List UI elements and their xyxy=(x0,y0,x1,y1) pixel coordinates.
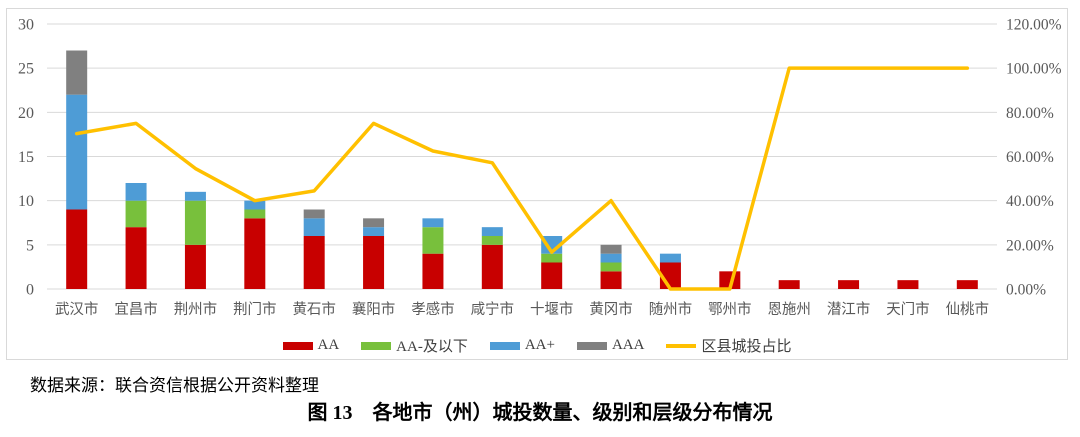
legend-bar-swatch-icon xyxy=(282,341,313,350)
x-axis-label: 天门市 xyxy=(886,301,930,318)
legend-bar-swatch-icon xyxy=(361,341,392,350)
x-axis-label: 咸宁市 xyxy=(471,301,515,318)
x-axis-label: 黄石市 xyxy=(292,301,336,318)
right-axis-tick-label: 0.00% xyxy=(1006,282,1046,299)
x-axis-label: 鄂州市 xyxy=(708,301,752,318)
bar-segment-aa-plus xyxy=(481,227,503,236)
x-axis-label: 潜江市 xyxy=(827,301,871,318)
x-axis-label: 武汉市 xyxy=(55,301,99,318)
bar-segment-aa xyxy=(600,271,622,289)
legend-item: AA xyxy=(282,337,340,354)
bar-segment-aa-plus xyxy=(363,227,385,236)
bar-segment-aa-plus xyxy=(66,94,88,210)
right-axis-tick-label: 120.00% xyxy=(1006,17,1062,34)
source-note: 数据来源：联合资信根据公开资料整理 xyxy=(30,376,319,395)
x-axis-label: 十堰市 xyxy=(530,301,574,318)
bar-segment-aa-minus-below xyxy=(600,262,622,272)
right-axis-tick-label: 100.00% xyxy=(1006,61,1062,78)
left-axis-tick-label: 5 xyxy=(26,237,34,254)
x-axis-label: 宜昌市 xyxy=(114,301,158,318)
bar-segment-aa-minus-below xyxy=(541,253,563,263)
bar-segment-aa-minus-below xyxy=(244,209,266,219)
right-axis-tick-label: 60.00% xyxy=(1006,149,1054,166)
bar-segment-aa xyxy=(778,280,800,289)
bar-segment-aaa xyxy=(303,209,325,219)
legend-item: AA-及以下 xyxy=(361,335,468,356)
bar-segment-aa-minus-below xyxy=(184,200,206,245)
legend-bar-swatch-icon xyxy=(489,341,520,350)
left-axis-tick-label: 25 xyxy=(18,61,34,78)
bar-segment-aa-plus xyxy=(184,191,206,201)
right-axis-tick-label: 20.00% xyxy=(1006,237,1054,254)
legend-label: AAA xyxy=(611,337,645,353)
chart-area: 0 0.00% 5 20.00% 10 40.00% 15 60.00% 20 80.00% 25 1… xyxy=(6,8,1068,360)
left-axis-tick-label: 10 xyxy=(18,193,34,210)
bar-segment-aa xyxy=(363,236,385,289)
legend-label: AA xyxy=(317,337,340,353)
bar-segment-aaa xyxy=(66,50,88,95)
bar-segment-aaa xyxy=(363,218,385,228)
bar-segment-aa xyxy=(897,280,919,289)
bar-segment-aa xyxy=(244,218,266,289)
x-axis-label: 随州市 xyxy=(649,301,693,318)
left-axis-tick-label: 30 xyxy=(18,17,34,34)
combo-chart: 0 0.00% 5 20.00% 10 40.00% 15 60.00% 20 80.00% 25 1… xyxy=(18,17,1062,319)
x-axis-label: 孝感市 xyxy=(411,301,455,318)
left-axis-tick-label: 0 xyxy=(26,282,34,299)
legend-item: 区县城投占比 xyxy=(666,335,791,356)
bar-segment-aa-minus-below xyxy=(422,227,444,254)
bar-segment-aa xyxy=(125,227,147,289)
bar-segment-aa-plus xyxy=(125,183,147,201)
legend-bar-swatch-icon xyxy=(576,341,607,350)
bar-segment-aa-plus xyxy=(422,218,444,228)
bar-segment-aa xyxy=(422,253,444,289)
bar-segment-aa-plus xyxy=(244,200,266,210)
bar-segment-aa xyxy=(838,280,860,289)
right-axis-tick-label: 80.00% xyxy=(1006,105,1054,122)
bar-segment-aa-minus-below xyxy=(481,236,503,245)
bar-segment-aa xyxy=(184,244,206,289)
bar-segment-aaa xyxy=(600,244,622,254)
bar-segment-aa xyxy=(66,209,88,289)
chart-legend: AA AA-及以下 AA+ AAA 区县城投占比 xyxy=(7,335,1067,356)
legend-item: AA+ xyxy=(489,337,555,354)
legend-label: AA-及以下 xyxy=(396,339,468,355)
legend-item: AAA xyxy=(576,337,645,354)
bar-segment-aa-minus-below xyxy=(125,200,147,228)
x-axis-label: 荆门市 xyxy=(233,301,277,318)
county-ratio-line xyxy=(74,66,970,291)
x-axis-label: 襄阳市 xyxy=(352,301,396,318)
bar-segment-aa xyxy=(303,236,325,289)
right-axis-tick-label: 40.00% xyxy=(1006,193,1054,210)
left-axis-tick-label: 15 xyxy=(18,149,34,166)
x-axis-label: 荆州市 xyxy=(174,301,218,318)
bar-segment-aa xyxy=(956,280,978,289)
bar-segment-aa-plus xyxy=(303,218,325,236)
x-axis-label: 仙桃市 xyxy=(946,301,990,318)
bar-segment-aa xyxy=(481,244,503,289)
legend-label: AA+ xyxy=(524,337,555,353)
bar-segment-aa xyxy=(541,262,563,289)
x-axis-label: 恩施州 xyxy=(767,301,811,318)
figure-caption: 图 13 各地市（州）城投数量、级别和层级分布情况 xyxy=(307,402,773,424)
legend-label: 区县城投占比 xyxy=(701,339,792,355)
left-axis-tick-label: 20 xyxy=(18,105,34,122)
bar-segment-aa-plus xyxy=(600,253,622,263)
x-axis-label: 黄冈市 xyxy=(589,301,633,318)
legend-line-swatch-icon xyxy=(666,343,697,348)
bar-segment-aa-plus xyxy=(659,253,681,263)
